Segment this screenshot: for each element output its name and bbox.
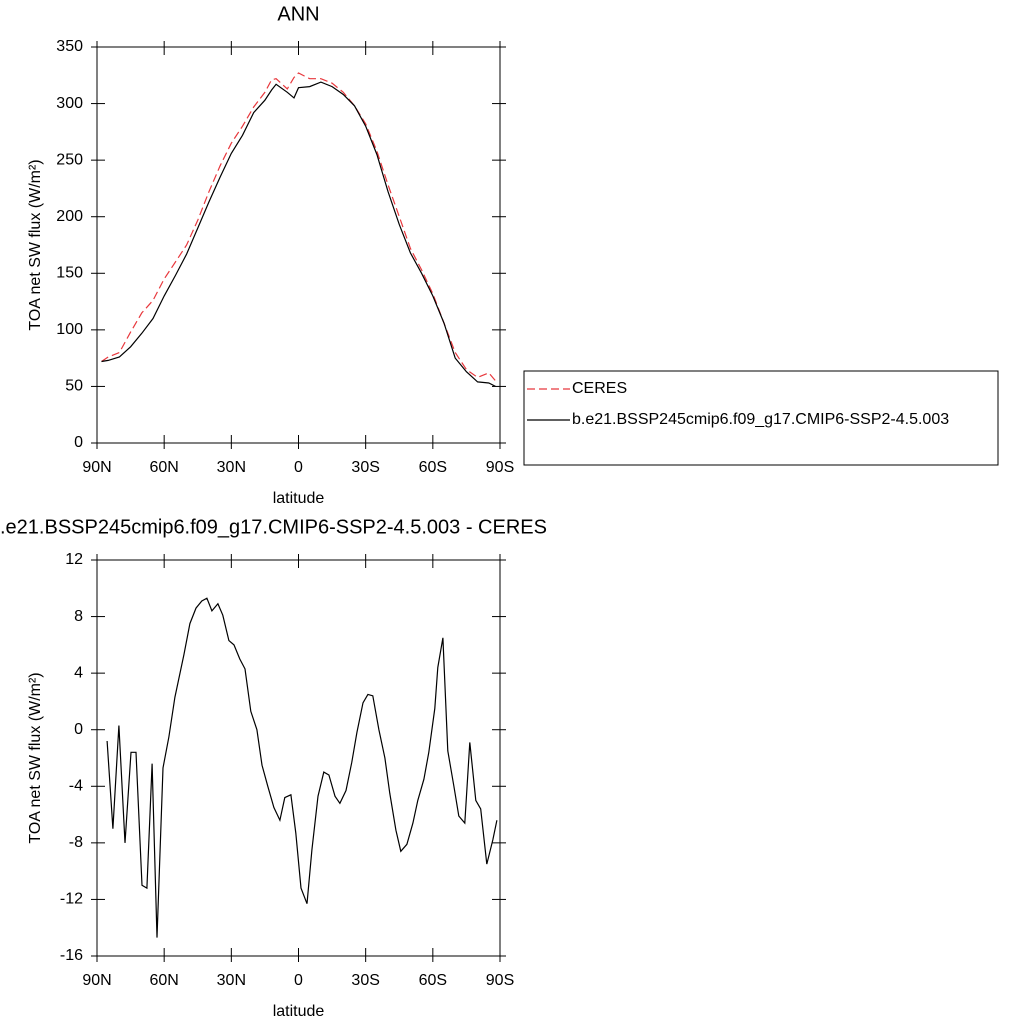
y-tick-label: 350: [56, 38, 83, 55]
chart-title: .e21.BSSP245cmip6.f09_g17.CMIP6-SSP2-4.5…: [0, 516, 547, 538]
legend-label: CERES: [572, 380, 627, 397]
data-line: [106, 597, 498, 938]
plot-frame: [96, 46, 501, 444]
plot-frame: [96, 559, 501, 957]
x-axis-label: latitude: [273, 1003, 325, 1020]
x-axis-label: latitude: [273, 490, 325, 507]
y-tick-label: 50: [65, 378, 83, 395]
y-axis-label: TOA net SW flux (W/m²): [27, 159, 44, 330]
data-line: [101, 72, 496, 382]
y-tick-label: 100: [56, 321, 83, 338]
chart-title: ANN: [277, 3, 319, 25]
x-tick-label: 90N: [82, 972, 111, 989]
x-tick-label: 90S: [486, 459, 514, 476]
x-tick-label: 30S: [351, 459, 379, 476]
x-tick-label: 60S: [419, 972, 447, 989]
x-tick-label: 90S: [486, 972, 514, 989]
y-axis-label: TOA net SW flux (W/m²): [27, 672, 44, 843]
y-tick-label: 8: [74, 608, 83, 625]
y-tick-label: 12: [65, 551, 83, 568]
x-tick-label: 30S: [351, 972, 379, 989]
y-tick-label: -8: [69, 834, 83, 851]
x-tick-label: 60N: [149, 972, 178, 989]
x-tick-label: 90N: [82, 459, 111, 476]
y-tick-label: -4: [69, 778, 83, 795]
y-tick-label: -16: [60, 947, 83, 964]
y-tick-label: 0: [74, 721, 83, 738]
x-tick-label: 0: [294, 459, 303, 476]
y-tick-label: -12: [60, 891, 83, 908]
y-tick-label: 200: [56, 208, 83, 225]
y-tick-label: 250: [56, 151, 83, 168]
y-tick-label: 4: [74, 664, 83, 681]
x-tick-label: 30N: [217, 972, 246, 989]
data-line: [101, 81, 496, 387]
legend-label: b.e21.BSSP245cmip6.f09_g17.CMIP6-SSP2-4.…: [572, 411, 949, 428]
x-tick-label: 60N: [149, 459, 178, 476]
y-tick-label: 150: [56, 265, 83, 282]
y-tick-label: 0: [74, 434, 83, 451]
x-tick-label: 30N: [217, 459, 246, 476]
x-tick-label: 60S: [419, 459, 447, 476]
legend-box: [523, 370, 999, 466]
x-tick-label: 0: [294, 972, 303, 989]
y-tick-label: 300: [56, 95, 83, 112]
